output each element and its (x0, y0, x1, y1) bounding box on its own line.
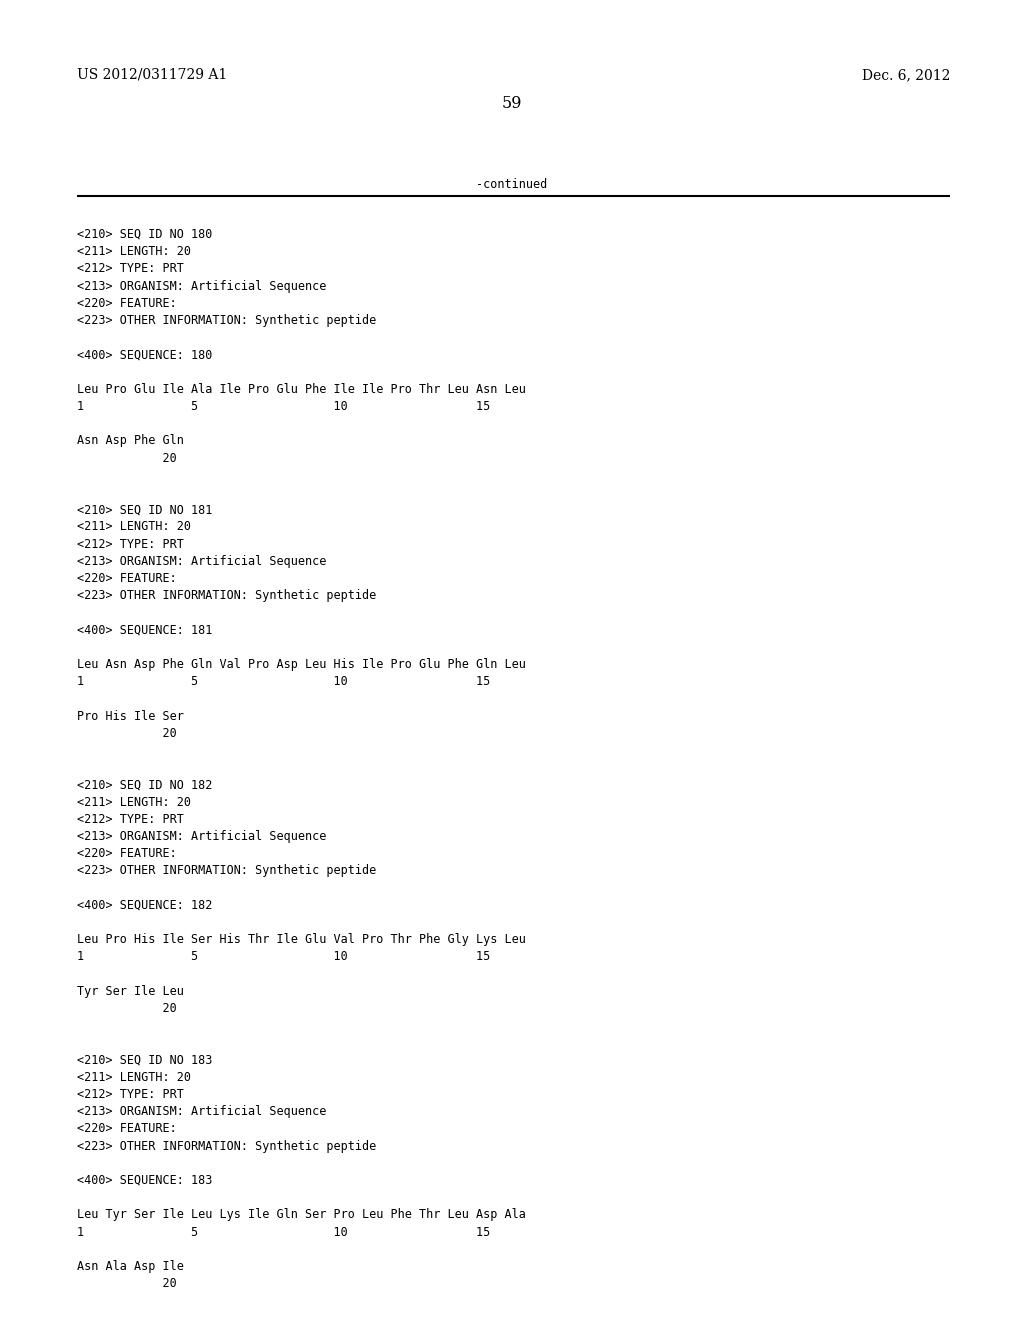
Text: <223> OTHER INFORMATION: Synthetic peptide: <223> OTHER INFORMATION: Synthetic pepti… (77, 865, 376, 878)
Text: <211> LENGTH: 20: <211> LENGTH: 20 (77, 796, 191, 809)
Text: 20: 20 (77, 1002, 177, 1015)
Text: 59: 59 (502, 95, 522, 112)
Text: <400> SEQUENCE: 181: <400> SEQUENCE: 181 (77, 623, 212, 636)
Text: <220> FEATURE:: <220> FEATURE: (77, 297, 177, 310)
Text: <210> SEQ ID NO 181: <210> SEQ ID NO 181 (77, 503, 212, 516)
Text: <220> FEATURE:: <220> FEATURE: (77, 572, 177, 585)
Text: <400> SEQUENCE: 182: <400> SEQUENCE: 182 (77, 899, 212, 912)
Text: 1               5                   10                  15: 1 5 10 15 (77, 676, 490, 688)
Text: 1               5                   10                  15: 1 5 10 15 (77, 400, 490, 413)
Text: <220> FEATURE:: <220> FEATURE: (77, 847, 177, 861)
Text: Tyr Ser Ile Leu: Tyr Ser Ile Leu (77, 985, 184, 998)
Text: 20: 20 (77, 1278, 177, 1290)
Text: 1               5                   10                  15: 1 5 10 15 (77, 1225, 490, 1238)
Text: 20: 20 (77, 451, 177, 465)
Text: <212> TYPE: PRT: <212> TYPE: PRT (77, 1088, 184, 1101)
Text: <213> ORGANISM: Artificial Sequence: <213> ORGANISM: Artificial Sequence (77, 554, 327, 568)
Text: Leu Asn Asp Phe Gln Val Pro Asp Leu His Ile Pro Glu Phe Gln Leu: Leu Asn Asp Phe Gln Val Pro Asp Leu His … (77, 657, 526, 671)
Text: Pro His Ile Ser: Pro His Ile Ser (77, 710, 184, 722)
Text: <212> TYPE: PRT: <212> TYPE: PRT (77, 537, 184, 550)
Text: Dec. 6, 2012: Dec. 6, 2012 (861, 69, 950, 82)
Text: <212> TYPE: PRT: <212> TYPE: PRT (77, 813, 184, 826)
Text: -continued: -continued (476, 178, 548, 191)
Text: US 2012/0311729 A1: US 2012/0311729 A1 (77, 69, 227, 82)
Text: 20: 20 (77, 727, 177, 739)
Text: <210> SEQ ID NO 182: <210> SEQ ID NO 182 (77, 779, 212, 792)
Text: <210> SEQ ID NO 180: <210> SEQ ID NO 180 (77, 228, 212, 242)
Text: <400> SEQUENCE: 183: <400> SEQUENCE: 183 (77, 1173, 212, 1187)
Text: Leu Pro His Ile Ser His Thr Ile Glu Val Pro Thr Phe Gly Lys Leu: Leu Pro His Ile Ser His Thr Ile Glu Val … (77, 933, 526, 946)
Text: <213> ORGANISM: Artificial Sequence: <213> ORGANISM: Artificial Sequence (77, 1105, 327, 1118)
Text: <400> SEQUENCE: 180: <400> SEQUENCE: 180 (77, 348, 212, 362)
Text: <212> TYPE: PRT: <212> TYPE: PRT (77, 263, 184, 276)
Text: 1               5                   10                  15: 1 5 10 15 (77, 950, 490, 964)
Text: Asn Ala Asp Ile: Asn Ala Asp Ile (77, 1261, 184, 1272)
Text: <211> LENGTH: 20: <211> LENGTH: 20 (77, 1071, 191, 1084)
Text: <213> ORGANISM: Artificial Sequence: <213> ORGANISM: Artificial Sequence (77, 280, 327, 293)
Text: <211> LENGTH: 20: <211> LENGTH: 20 (77, 520, 191, 533)
Text: <211> LENGTH: 20: <211> LENGTH: 20 (77, 246, 191, 259)
Text: <223> OTHER INFORMATION: Synthetic peptide: <223> OTHER INFORMATION: Synthetic pepti… (77, 314, 376, 327)
Text: <223> OTHER INFORMATION: Synthetic peptide: <223> OTHER INFORMATION: Synthetic pepti… (77, 589, 376, 602)
Text: <210> SEQ ID NO 183: <210> SEQ ID NO 183 (77, 1053, 212, 1067)
Text: Leu Tyr Ser Ile Leu Lys Ile Gln Ser Pro Leu Phe Thr Leu Asp Ala: Leu Tyr Ser Ile Leu Lys Ile Gln Ser Pro … (77, 1208, 526, 1221)
Text: <213> ORGANISM: Artificial Sequence: <213> ORGANISM: Artificial Sequence (77, 830, 327, 843)
Text: Leu Pro Glu Ile Ala Ile Pro Glu Phe Ile Ile Pro Thr Leu Asn Leu: Leu Pro Glu Ile Ala Ile Pro Glu Phe Ile … (77, 383, 526, 396)
Text: Asn Asp Phe Gln: Asn Asp Phe Gln (77, 434, 184, 447)
Text: <220> FEATURE:: <220> FEATURE: (77, 1122, 177, 1135)
Text: <223> OTHER INFORMATION: Synthetic peptide: <223> OTHER INFORMATION: Synthetic pepti… (77, 1139, 376, 1152)
